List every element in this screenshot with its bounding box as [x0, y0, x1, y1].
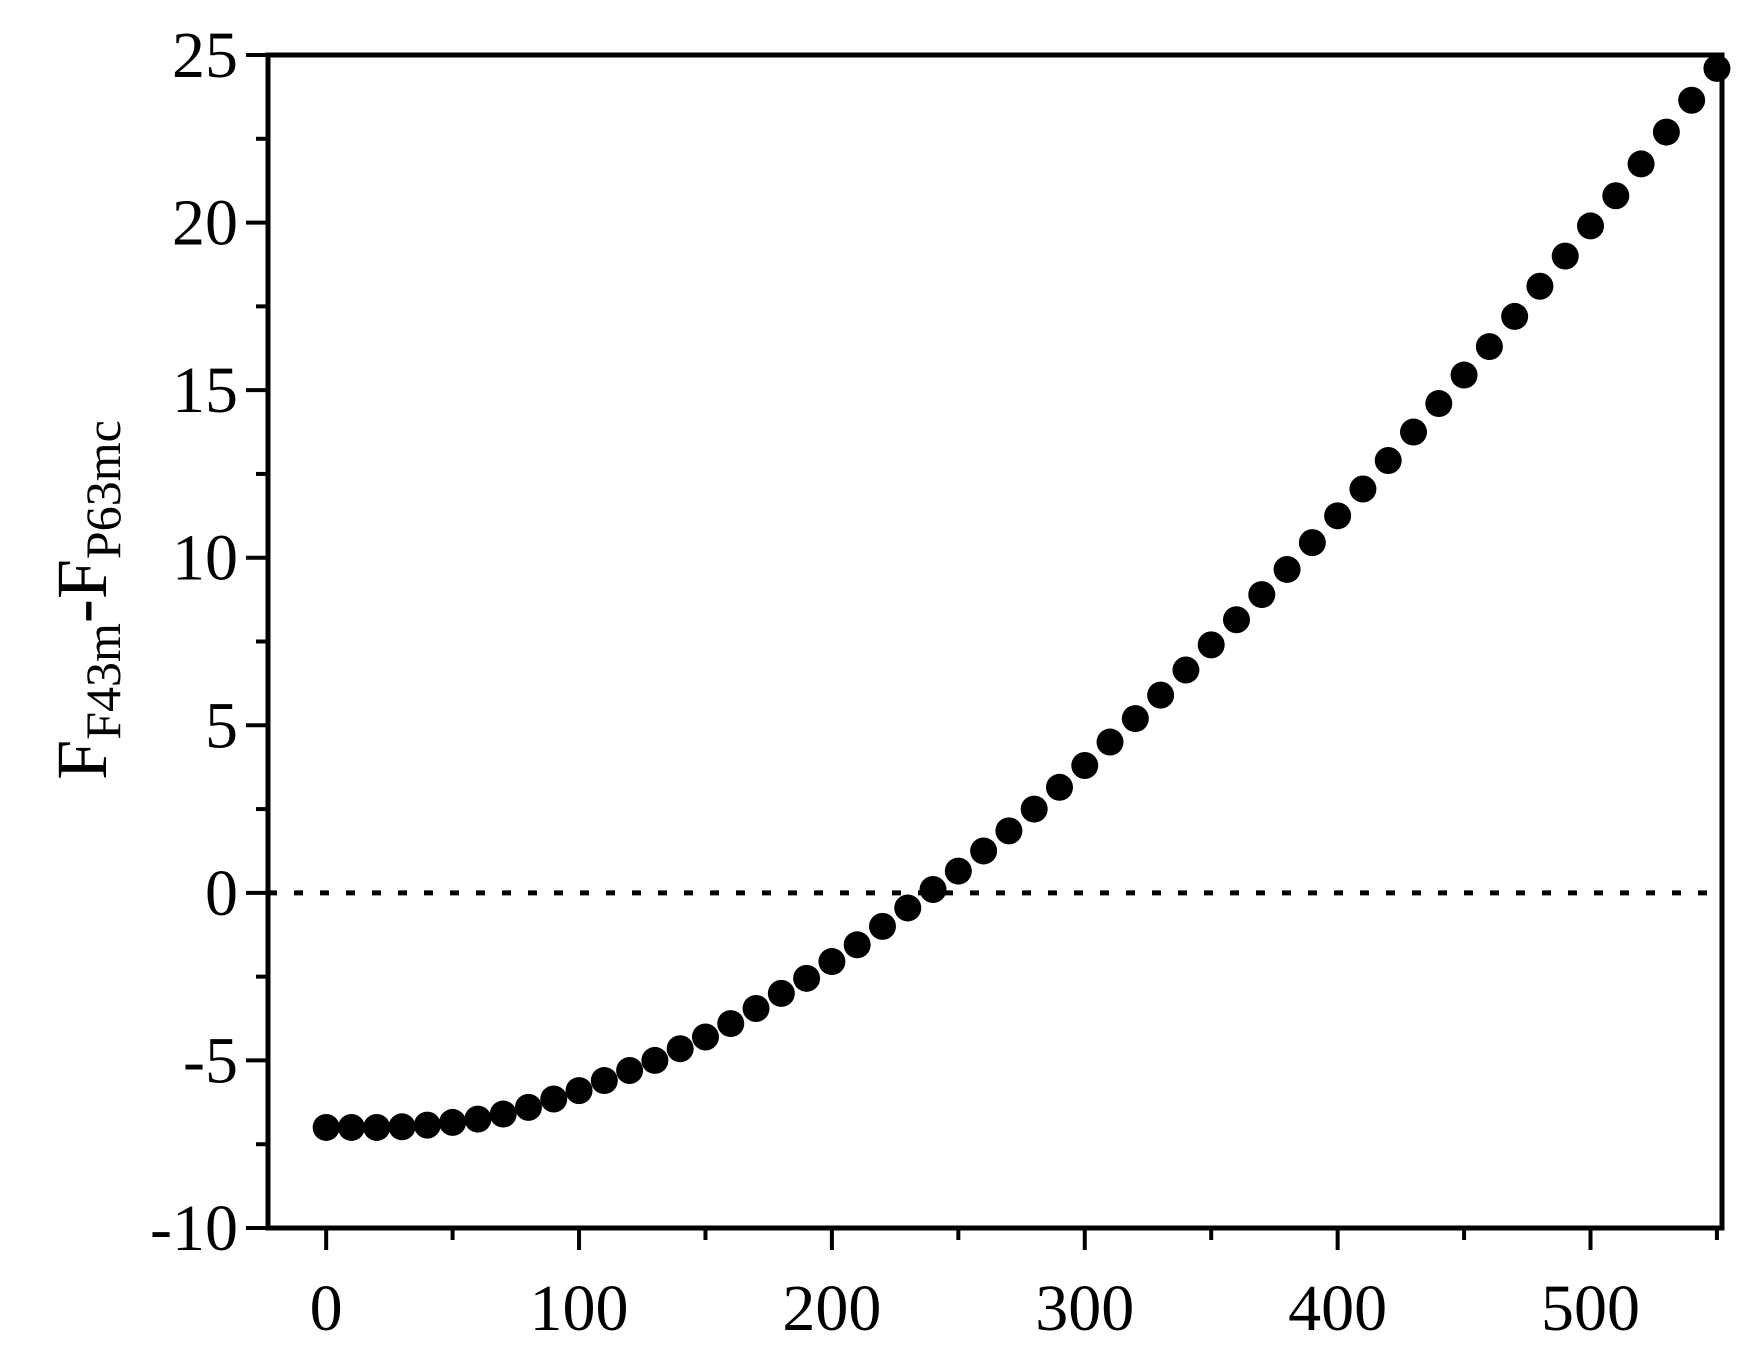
data-point [919, 876, 947, 904]
data-point [1501, 302, 1529, 330]
data-point [1197, 631, 1225, 659]
data-point [363, 1113, 391, 1141]
data-point [868, 912, 896, 940]
x-axis-ticks: 0 100 200 300 400 500 [310, 1228, 1719, 1345]
data-point [1602, 182, 1630, 210]
plot-frame [265, 52, 1725, 1231]
data-point [742, 994, 770, 1022]
data-point [1627, 150, 1655, 178]
data-point [312, 1113, 340, 1141]
y-axis-title-sub2: P63mc [75, 420, 131, 559]
data-point [1020, 795, 1048, 823]
data-point [439, 1108, 467, 1136]
data-point [1273, 555, 1301, 583]
x-tick-label: 300 [1035, 1272, 1134, 1345]
data-point [1121, 705, 1149, 733]
x-tick-label: 500 [1541, 1272, 1640, 1345]
data-point [1652, 118, 1680, 146]
data-point [843, 931, 871, 959]
x-tick-label: 200 [782, 1272, 881, 1345]
data-points [312, 54, 1731, 1141]
data-point [489, 1100, 517, 1128]
data-point [464, 1105, 492, 1133]
data-point [894, 894, 922, 922]
data-point [1222, 606, 1250, 634]
y-axis-title-main: F [42, 740, 122, 780]
data-point [767, 979, 795, 1007]
y-tick-label: 20 [172, 187, 238, 260]
data-point [1678, 86, 1706, 114]
plot-border [265, 52, 1725, 1231]
data-point [1172, 656, 1200, 684]
data-point [1324, 502, 1352, 530]
data-point [944, 857, 972, 885]
data-point [793, 964, 821, 992]
y-axis-title-sub1: F43m [75, 623, 131, 740]
data-point [995, 817, 1023, 845]
y-axis-ticks: -10 -5 0 5 10 15 20 25 [150, 19, 268, 1265]
data-point [1147, 681, 1175, 709]
y-tick-label: -5 [183, 1024, 238, 1097]
data-point [388, 1113, 416, 1141]
data-point [590, 1067, 618, 1095]
data-point [1374, 447, 1402, 475]
data-point [337, 1113, 365, 1141]
y-tick-label: 0 [205, 857, 238, 930]
y-tick-label: -10 [150, 1192, 238, 1265]
x-tick-label: 0 [310, 1272, 343, 1345]
data-point [1248, 581, 1276, 609]
data-point [641, 1046, 669, 1074]
data-point [1703, 54, 1731, 82]
data-point [565, 1077, 593, 1105]
y-axis-title: FF43m-FP63mc [42, 420, 131, 780]
y-tick-label: 25 [172, 19, 238, 92]
data-point [540, 1085, 568, 1113]
y-axis-title-dash: -F [42, 559, 122, 623]
data-point [1298, 529, 1326, 557]
data-point [1349, 475, 1377, 503]
data-point [1071, 752, 1099, 780]
data-point [691, 1023, 719, 1051]
data-point [818, 948, 846, 976]
x-tick-label: 400 [1288, 1272, 1387, 1345]
data-point [1425, 390, 1453, 418]
y-tick-label: 10 [172, 522, 238, 595]
data-point [970, 837, 998, 865]
data-point [1577, 212, 1605, 240]
data-point [717, 1010, 745, 1038]
data-point [1475, 333, 1503, 361]
data-point [1526, 272, 1554, 300]
data-point [514, 1093, 542, 1121]
data-point [1399, 418, 1427, 446]
data-point [1096, 728, 1124, 756]
data-point [1450, 361, 1478, 389]
data-point [666, 1035, 694, 1063]
data-point [1551, 242, 1579, 270]
data-point [616, 1056, 644, 1084]
x-tick-label: 100 [530, 1272, 629, 1345]
y-tick-label: 15 [172, 354, 238, 427]
data-point [1045, 773, 1073, 801]
y-tick-label: 5 [205, 689, 238, 762]
data-point [413, 1111, 441, 1139]
